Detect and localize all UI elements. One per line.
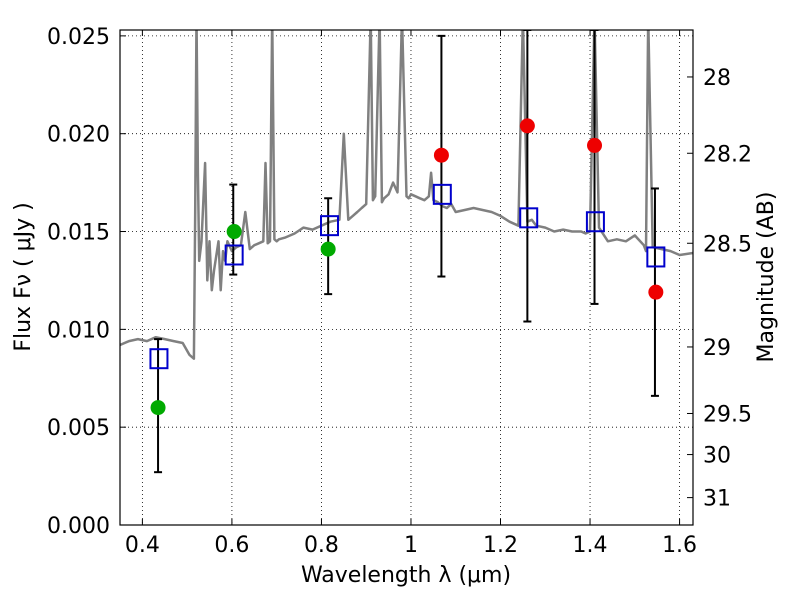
y2-tick-label: 29.5 — [703, 402, 752, 427]
observed-photometry-point — [519, 118, 535, 134]
observed-photometry-point — [648, 284, 664, 300]
y-tick-label: 0.000 — [47, 514, 110, 539]
y-tick-label: 0.015 — [47, 221, 110, 246]
y-tick-label: 0.020 — [47, 123, 110, 148]
x-tick-label: 0.4 — [125, 533, 160, 558]
axis-labels: Wavelength λ (μm) Flux Fν ( μJy ) Magnit… — [11, 192, 779, 588]
y-tick-label: 0.010 — [47, 318, 110, 343]
x-tick-label: 1.2 — [483, 533, 518, 558]
model-photometry-square — [646, 246, 666, 268]
observed-photometry-point — [320, 241, 336, 257]
x-tick-label: 1.4 — [573, 533, 608, 558]
grid-lines — [120, 30, 693, 526]
y2-axis-label: Magnitude (AB) — [754, 192, 779, 363]
x-tick-label: 1 — [404, 533, 418, 558]
x-tick-label: 1.6 — [662, 533, 697, 558]
observed-photometry-point — [226, 224, 242, 240]
axes: 0.4 0.6 0.8 1 1.2 1.4 1.6 0.000 0.005 0.010 0.015 0… — [47, 25, 752, 558]
model-photometry-square — [585, 211, 605, 233]
model-photometry-square — [432, 183, 452, 205]
observed-photometry-point — [587, 137, 603, 153]
observed-photometry-point — [433, 147, 449, 163]
model-photometry-square — [519, 207, 539, 229]
model-photometry-square — [149, 348, 169, 370]
plot-area — [120, 30, 693, 474]
y2-tick-label: 28.5 — [703, 232, 752, 257]
observed-photometry-point — [150, 400, 166, 416]
x-axis-label: Wavelength λ (μm) — [301, 563, 511, 588]
model-photometry-square — [320, 215, 340, 237]
y2-tick-label: 29 — [703, 336, 731, 361]
y2-tick-label: 31 — [703, 487, 731, 512]
y-tick-label: 0.025 — [47, 25, 110, 50]
model-photometry-square — [224, 244, 244, 266]
y2-tick-label: 28.2 — [703, 142, 752, 167]
y2-tick-label: 28 — [703, 66, 731, 91]
y-axis-label: Flux Fν ( μJy ) — [11, 202, 36, 351]
y-tick-label: 0.005 — [47, 416, 110, 441]
y2-tick-label: 30 — [703, 444, 731, 469]
x-tick-label: 0.8 — [304, 533, 339, 558]
spectrum-line — [120, 30, 693, 360]
plot-frame — [119, 29, 694, 526]
x-tick-label: 0.6 — [214, 533, 249, 558]
